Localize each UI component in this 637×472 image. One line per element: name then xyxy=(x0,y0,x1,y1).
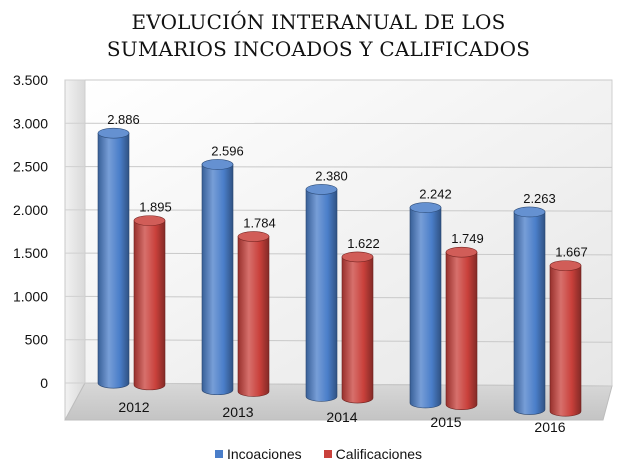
bar-top xyxy=(237,231,270,242)
x-tick-label-2012: 2012 xyxy=(118,399,149,415)
x-tick-label-2016: 2016 xyxy=(534,419,565,435)
bar-top xyxy=(445,246,478,258)
legend-label-incoaciones: Incoaciones xyxy=(226,446,302,462)
bar-calificaciones-2016: 1.667 xyxy=(549,245,588,417)
data-label-incoaciones-2016: 2.263 xyxy=(523,191,556,206)
chart-title-line-2: SUMARIOS INCOADOS Y CALIFICADOS xyxy=(106,37,531,61)
x-tick-label-2014: 2014 xyxy=(326,409,357,425)
data-label-calificaciones-2016: 1.667 xyxy=(555,245,588,260)
y-tick-label: 3.000 xyxy=(13,115,48,131)
bar-top xyxy=(133,215,166,226)
x-tick-label-2015: 2015 xyxy=(430,414,461,430)
y-tick-label: 1.500 xyxy=(13,245,48,261)
legend-item-calificaciones: Calificaciones xyxy=(323,446,423,462)
y-tick-label: 3.500 xyxy=(13,72,48,88)
bar-calificaciones-2014: 1.622 xyxy=(341,236,380,404)
legend: Incoaciones Calificaciones xyxy=(0,446,637,462)
bar-calificaciones-2015: 1.749 xyxy=(445,231,484,410)
bar-calificaciones-2012: 1.895 xyxy=(133,200,172,391)
bar-incoaciones-2013: 2.596 xyxy=(201,143,244,396)
chart-title-line-1: EVOLUCIÓN INTERANUAL DE LOS xyxy=(131,10,506,34)
y-tick-label: 0 xyxy=(40,375,48,391)
bar-incoaciones-2016: 2.263 xyxy=(513,191,556,415)
data-label-incoaciones-2014: 2.380 xyxy=(315,168,348,183)
data-label-incoaciones-2012: 2.886 xyxy=(107,112,140,127)
bar-top xyxy=(513,206,546,218)
data-label-calificaciones-2012: 1.895 xyxy=(139,200,172,215)
bar-top xyxy=(341,251,374,263)
legend-item-incoaciones: Incoaciones xyxy=(214,446,302,462)
bar-calificaciones-2013: 1.784 xyxy=(237,216,276,397)
y-tick-label: 2.000 xyxy=(13,202,48,218)
bar-top xyxy=(409,202,442,213)
gridline xyxy=(84,166,613,168)
data-label-incoaciones-2013: 2.596 xyxy=(211,143,244,158)
legend-swatch-calificaciones xyxy=(323,450,332,458)
y-tick-label: 500 xyxy=(25,332,49,348)
bar-top xyxy=(305,184,338,195)
bar-incoaciones-2012: 2.886 xyxy=(97,112,140,389)
side-wall xyxy=(64,79,86,421)
bar-top xyxy=(201,159,234,170)
legend-label-calificaciones: Calificaciones xyxy=(335,446,423,462)
y-tick-label: 1.000 xyxy=(13,288,48,304)
bar-top xyxy=(97,127,130,139)
legend-swatch-incoaciones xyxy=(214,450,223,458)
data-label-calificaciones-2014: 1.622 xyxy=(347,236,380,251)
data-label-calificaciones-2015: 1.749 xyxy=(451,231,484,246)
data-label-incoaciones-2015: 2.242 xyxy=(419,187,452,202)
bar-incoaciones-2015: 2.242 xyxy=(409,187,452,409)
y-tick-label: 2.500 xyxy=(13,159,48,175)
bar-incoaciones-2014: 2.380 xyxy=(305,168,348,402)
x-tick-label-2013: 2013 xyxy=(222,404,253,420)
bar-top xyxy=(549,260,582,271)
data-label-calificaciones-2013: 1.784 xyxy=(243,216,276,231)
